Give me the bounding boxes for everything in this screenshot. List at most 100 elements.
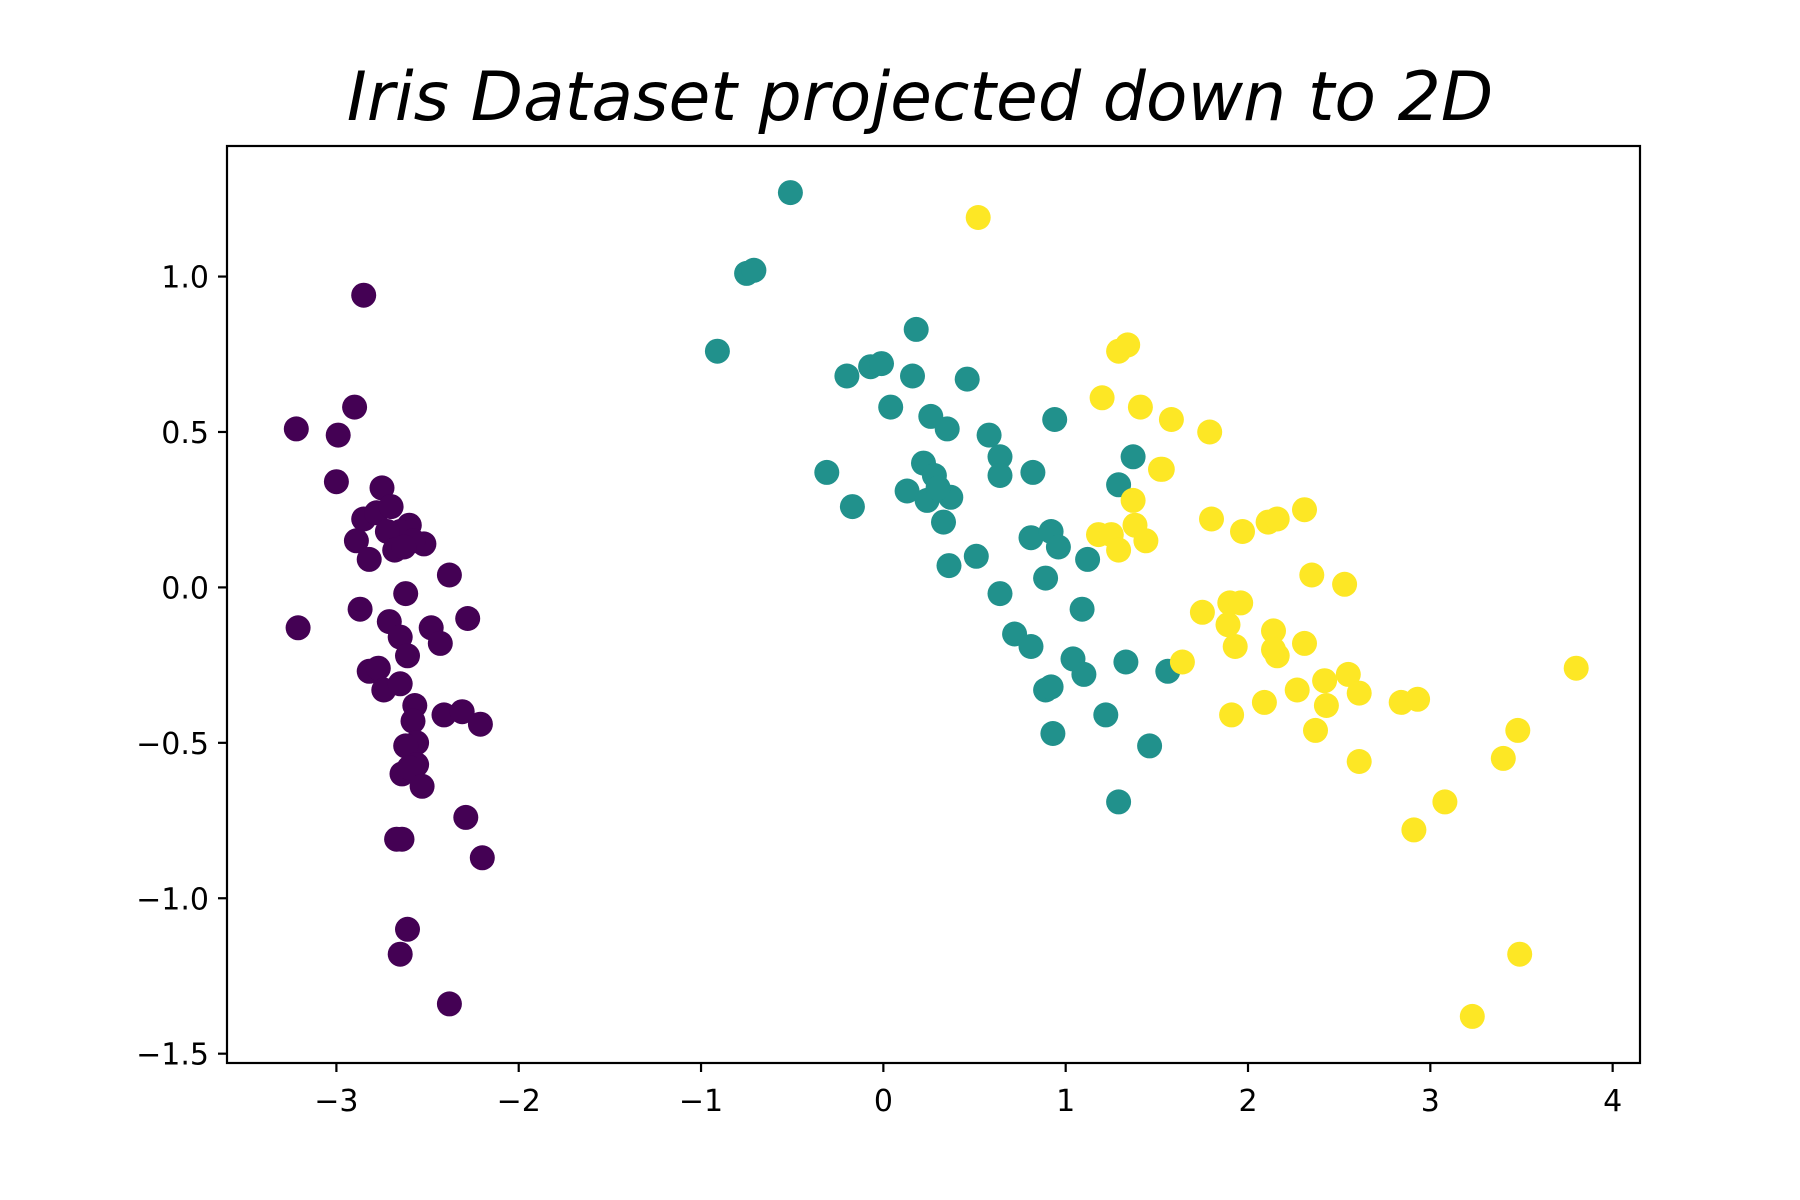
data-point	[1215, 612, 1241, 638]
data-point	[1045, 534, 1071, 560]
data-point	[1563, 655, 1589, 681]
data-point	[894, 478, 920, 504]
data-point	[1335, 661, 1361, 687]
data-point	[369, 475, 395, 501]
data-point	[1020, 459, 1046, 485]
data-point	[839, 494, 865, 520]
data-point	[814, 459, 840, 485]
data-point	[1230, 519, 1255, 544]
data-point	[1033, 565, 1059, 591]
data-point	[834, 363, 860, 389]
data-point	[931, 509, 956, 535]
data-point	[1069, 596, 1095, 622]
data-point	[400, 708, 426, 734]
data-point	[1405, 686, 1431, 712]
data-point	[393, 581, 419, 607]
data-point	[1299, 562, 1325, 588]
x-tick-label: 4	[1603, 1084, 1622, 1119]
data-point	[1401, 817, 1427, 843]
x-tick-label: −1	[679, 1084, 723, 1119]
data-point	[1106, 537, 1132, 563]
data-point	[427, 630, 453, 656]
y-axis: −1.5 −1.0 −0.5 0.0 0.5 1.0	[136, 261, 227, 1073]
data-point	[1505, 717, 1531, 743]
data-point	[1261, 618, 1286, 644]
data-point	[1038, 674, 1064, 700]
data-point	[1432, 789, 1458, 815]
data-point	[1106, 789, 1132, 815]
data-point	[1264, 506, 1290, 532]
x-axis: −3 −2 −1 0 1 2 3 4	[314, 1063, 1622, 1119]
data-point	[347, 596, 373, 622]
data-point	[1120, 444, 1146, 470]
data-point	[467, 711, 493, 737]
data-point	[925, 475, 951, 501]
data-point	[393, 733, 419, 759]
x-tick-label: 3	[1421, 1084, 1440, 1119]
series-1	[704, 180, 1181, 815]
data-point	[1127, 394, 1153, 420]
data-point	[954, 366, 980, 392]
data-point	[1018, 525, 1044, 551]
data-point	[1093, 702, 1119, 728]
x-tick-label: 2	[1238, 1084, 1257, 1119]
data-point	[963, 543, 989, 569]
x-tick-label: −2	[497, 1084, 541, 1119]
data-point	[903, 316, 929, 342]
data-point	[934, 416, 960, 442]
data-point	[741, 257, 767, 283]
data-point	[449, 699, 475, 725]
data-point	[1197, 419, 1223, 445]
data-point	[378, 494, 404, 520]
data-point	[1115, 332, 1141, 358]
data-point	[409, 773, 435, 799]
data-point	[1346, 749, 1372, 774]
data-point	[987, 463, 1013, 488]
data-point	[1222, 634, 1248, 659]
data-point	[777, 180, 803, 206]
data-point	[455, 606, 481, 631]
y-tick-label: −1.5	[136, 1038, 209, 1073]
axes-frame	[225, 144, 1642, 1065]
data-point	[391, 534, 417, 560]
data-point	[987, 581, 1013, 607]
data-point	[704, 338, 730, 364]
x-tick-label: −3	[314, 1084, 358, 1119]
data-point	[1312, 668, 1338, 694]
data-point	[389, 826, 415, 852]
plot-area	[225, 144, 1642, 1065]
data-point	[453, 804, 479, 830]
data-point	[1113, 649, 1139, 675]
data-point	[1219, 702, 1245, 728]
data-point	[283, 416, 309, 442]
data-point	[1292, 497, 1317, 523]
data-point	[1313, 693, 1339, 718]
data-point	[1251, 689, 1277, 715]
data-point	[396, 755, 422, 781]
data-point	[1199, 506, 1224, 532]
x-tick-label: 0	[874, 1084, 893, 1119]
data-point	[1459, 1003, 1485, 1029]
data-point	[469, 845, 495, 871]
data-point	[1158, 407, 1184, 432]
data-point	[1071, 661, 1097, 687]
data-point	[1507, 941, 1533, 967]
series-0	[283, 282, 495, 1017]
data-point	[325, 422, 351, 448]
data-point	[1490, 745, 1516, 771]
data-point	[869, 351, 894, 377]
data-point	[1292, 630, 1317, 656]
data-point	[285, 615, 311, 641]
data-point	[395, 916, 420, 942]
data-point	[1303, 717, 1328, 743]
x-tick-label: 1	[1056, 1084, 1075, 1119]
data-point	[365, 655, 391, 681]
y-tick-label: 0.0	[161, 571, 209, 606]
data-point	[1042, 407, 1068, 432]
data-point	[436, 991, 462, 1017]
data-points	[283, 180, 1589, 1029]
data-point	[1332, 571, 1358, 597]
chart-title: Iris Dataset projected down to 2D	[347, 58, 1494, 137]
